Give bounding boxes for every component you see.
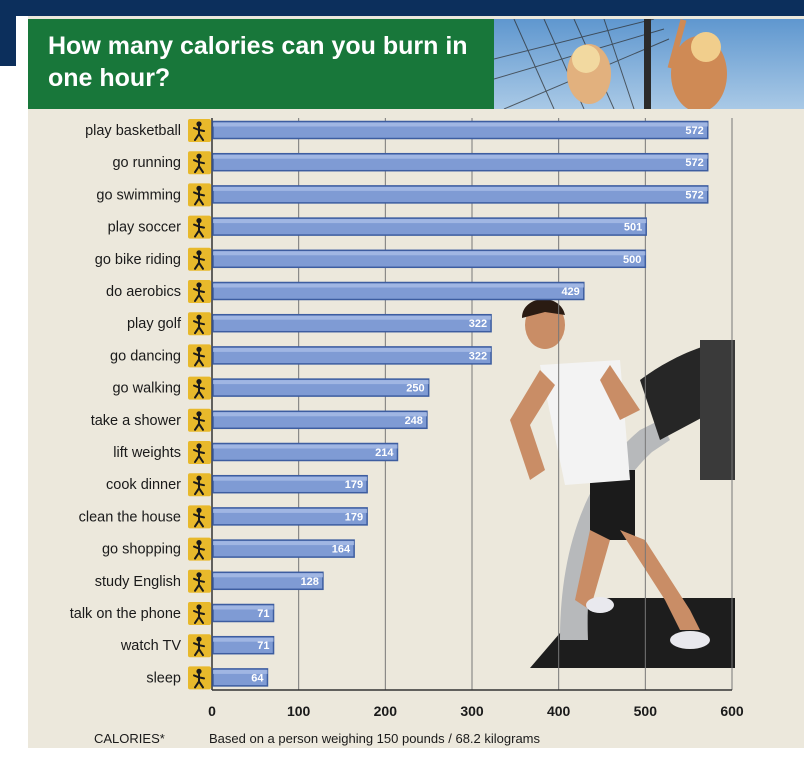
category-label: lift weights: [113, 445, 181, 461]
studying-icon: [188, 569, 211, 593]
x-tick-label: 400: [547, 703, 571, 719]
category-label: study English: [95, 574, 181, 590]
value-label: 71: [257, 608, 269, 620]
sleep-icon: [188, 666, 211, 690]
bar-highlight: [213, 283, 584, 288]
bar-highlight: [213, 444, 398, 449]
bars-layer: 572 572 572 501 500 429 322 322 250 248 214 179 179 1…: [212, 120, 709, 687]
shopping-icon: [188, 537, 211, 561]
category-label: go bike riding: [95, 252, 181, 268]
value-label: 179: [345, 511, 363, 523]
bar-highlight: [213, 122, 708, 127]
bar-highlight: [213, 508, 368, 513]
value-label: 64: [251, 672, 264, 684]
bar-highlight: [213, 541, 355, 546]
shower-icon: [188, 408, 211, 432]
basketball-icon: [188, 119, 211, 142]
category-label: take a shower: [91, 413, 181, 429]
walking-icon: [188, 376, 211, 400]
soccer-icon: [188, 215, 211, 239]
value-label: 128: [301, 576, 319, 588]
bar-highlight: [213, 412, 427, 417]
x-tick-label: 300: [460, 703, 484, 719]
bar-highlight: [213, 315, 492, 320]
phone-icon: [188, 602, 211, 625]
running-icon: [188, 151, 211, 175]
value-label: 501: [624, 222, 642, 234]
value-label: 214: [375, 447, 394, 459]
bar-highlight: [213, 347, 492, 352]
category-label: watch TV: [120, 638, 182, 654]
chart-title: How many calories can you burn in one ho…: [48, 32, 468, 92]
bar-highlight: [213, 251, 646, 256]
value-label: 71: [257, 640, 269, 652]
category-label: play soccer: [108, 220, 182, 236]
category-label: do aerobics: [106, 284, 181, 300]
category-label: talk on the phone: [70, 606, 181, 622]
top-frame-bar: [0, 0, 804, 16]
value-label: 179: [345, 479, 363, 491]
bar-highlight: [213, 476, 368, 481]
value-label: 572: [685, 125, 703, 137]
x-tick-label: 0: [208, 703, 216, 719]
category-label: go swimming: [96, 187, 181, 203]
cleaning-icon: [188, 505, 211, 529]
value-label: 322: [469, 318, 487, 330]
category-label: go running: [112, 155, 181, 171]
bar-highlight: [213, 637, 274, 642]
title-banner: [28, 19, 494, 109]
tv-icon: [188, 634, 211, 658]
volleyball-photo: [494, 19, 804, 109]
swimming-icon: [188, 183, 211, 207]
category-label: cook dinner: [106, 477, 181, 493]
category-label: go shopping: [102, 542, 181, 558]
category-label: go walking: [112, 381, 181, 397]
aerobics-icon: [188, 280, 211, 303]
value-label: 572: [685, 189, 703, 201]
treadmill-runner-photo: [510, 299, 735, 668]
value-label: 429: [561, 286, 579, 298]
bar-highlight: [213, 573, 323, 578]
dancing-icon: [188, 344, 211, 368]
bar-highlight: [213, 154, 708, 159]
category-label: sleep: [146, 670, 181, 686]
value-label: 572: [685, 157, 703, 169]
category-label: go dancing: [110, 348, 181, 364]
bar-highlight: [213, 186, 708, 191]
activity-icons: [188, 119, 211, 690]
bar-highlight: [213, 669, 268, 674]
weights-icon: [188, 441, 211, 464]
x-gridlines: [211, 118, 733, 691]
x-tick-label: 600: [720, 703, 744, 719]
left-frame-bar: [0, 0, 16, 66]
footnote: Based on a person weighing 150 pounds / …: [209, 731, 540, 746]
bar-highlight: [213, 605, 274, 610]
x-tick-label: 200: [374, 703, 398, 719]
x-tick-label: 500: [634, 703, 658, 719]
value-label: 248: [405, 415, 423, 427]
value-label: 250: [406, 383, 424, 395]
value-label: 164: [332, 544, 351, 556]
category-label: play basketball: [85, 123, 181, 139]
value-label: 322: [469, 350, 487, 362]
category-label: play golf: [127, 316, 182, 332]
x-axis-title: CALORIES*: [94, 731, 165, 746]
bar-highlight: [213, 380, 429, 385]
category-label: clean the house: [79, 509, 181, 525]
cooking-icon: [188, 473, 211, 497]
bike-icon: [188, 247, 211, 271]
category-labels: play basketball go running go swimming play…: [70, 123, 182, 686]
x-tick-label: 100: [287, 703, 311, 719]
value-label: 500: [623, 254, 641, 266]
bar-highlight: [213, 219, 647, 224]
golf-icon: [188, 312, 211, 336]
x-axis-ticks: 0 100 200 300 400 500 600: [208, 703, 744, 719]
